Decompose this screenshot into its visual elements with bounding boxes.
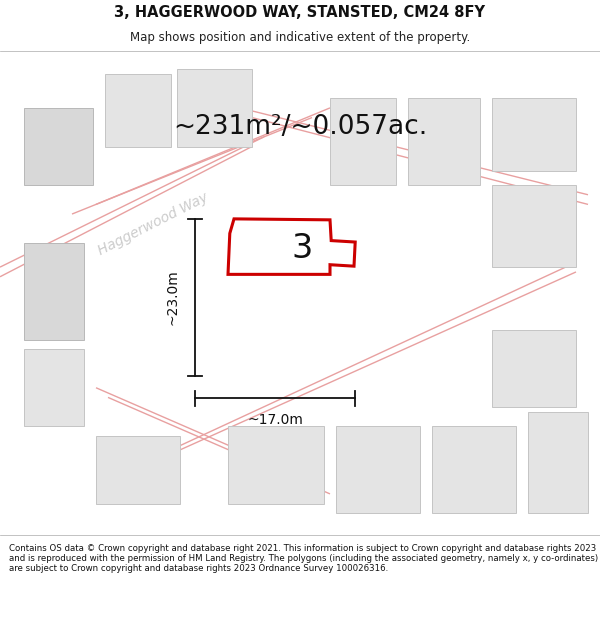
Polygon shape	[336, 426, 420, 513]
Text: ~23.0m: ~23.0m	[165, 269, 179, 325]
Text: Map shows position and indicative extent of the property.: Map shows position and indicative extent…	[130, 31, 470, 44]
Text: Contains OS data © Crown copyright and database right 2021. This information is : Contains OS data © Crown copyright and d…	[9, 544, 598, 573]
Polygon shape	[96, 436, 180, 504]
Text: ~17.0m: ~17.0m	[247, 413, 303, 427]
Polygon shape	[492, 185, 576, 267]
Polygon shape	[492, 98, 576, 171]
Polygon shape	[228, 426, 324, 504]
Polygon shape	[24, 108, 93, 185]
Text: ~231m²/~0.057ac.: ~231m²/~0.057ac.	[173, 114, 427, 140]
Polygon shape	[24, 349, 84, 426]
Polygon shape	[330, 98, 396, 185]
Polygon shape	[432, 426, 516, 513]
Polygon shape	[408, 98, 480, 185]
Polygon shape	[528, 412, 588, 513]
Text: 3, HAGGERWOOD WAY, STANSTED, CM24 8FY: 3, HAGGERWOOD WAY, STANSTED, CM24 8FY	[115, 5, 485, 20]
Text: Haggerwood Way: Haggerwood Way	[95, 190, 211, 258]
Polygon shape	[492, 330, 576, 407]
Text: 3: 3	[292, 232, 313, 265]
Polygon shape	[228, 219, 355, 274]
Polygon shape	[24, 243, 84, 339]
Polygon shape	[177, 69, 252, 146]
Polygon shape	[105, 74, 171, 146]
